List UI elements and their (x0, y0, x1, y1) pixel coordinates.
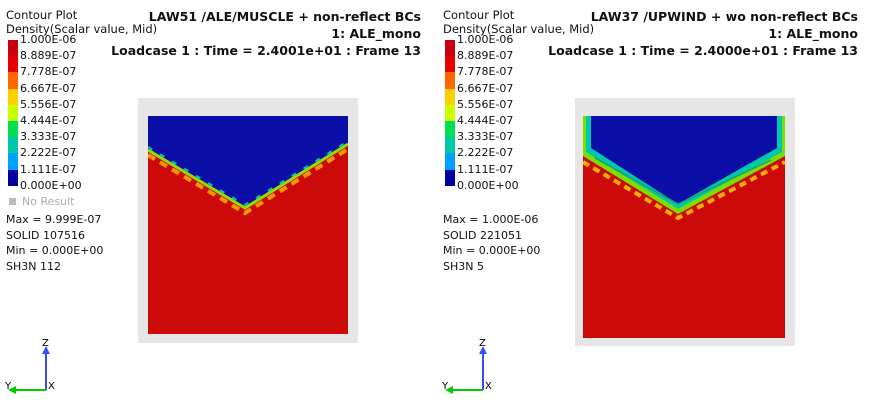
contour-mesh[interactable] (148, 116, 348, 334)
interface-band-orange (583, 160, 785, 221)
stat-min: Min = 0.000E+00 (443, 244, 541, 257)
legend-swatch (445, 72, 455, 89)
contour-title: Contour Plot Density(Scalar value, Mid) (443, 8, 594, 36)
no-result-label: No Result (22, 195, 75, 208)
legend-tick-label: 5.556E-07 (457, 97, 514, 111)
loadcase-info: Loadcase 1 : Time = 2.4001e+01 : Frame 1… (111, 43, 421, 58)
model-component: 1: ALE_mono (768, 26, 858, 41)
contour-plot-subtitle: Density(Scalar value, Mid) (6, 22, 158, 36)
y-arrow-icon (8, 386, 16, 394)
legend-swatch (8, 104, 18, 121)
legend-swatch (8, 137, 18, 154)
axis-triad: Z Y X (4, 338, 55, 394)
legend-tick-label: 6.667E-07 (20, 81, 77, 95)
stat-min: Min = 0.000E+00 (6, 244, 104, 257)
legend-tick-label: 8.889E-07 (457, 49, 514, 63)
legend-tick-label: 3.333E-07 (457, 130, 514, 144)
legend-tick-label: 7.778E-07 (457, 65, 514, 79)
stat-max: Max = 9.999E-07 (6, 213, 102, 226)
legend-swatch (8, 120, 18, 138)
loadcase-info: Loadcase 1 : Time = 2.4000e+01 : Frame 1… (548, 43, 858, 58)
legend-swatch (445, 120, 455, 138)
legend-tick-label: 1.000E-06 (20, 33, 77, 46)
no-result-legend: No Result (6, 195, 74, 208)
model-component: 1: ALE_mono (331, 26, 421, 41)
legend-tick-label: 5.556E-07 (20, 97, 77, 111)
legend-swatch (445, 88, 455, 105)
stat-max: Max = 1.000E-06 (443, 213, 539, 226)
legend-tick-label: 3.333E-07 (20, 130, 77, 144)
stat-max-entity: SOLID 221051 (443, 228, 522, 242)
legend-tick-label: 1.111E-07 (457, 162, 514, 176)
model-header: LAW37 /UPWIND + wo non-reflect BCs 1: AL… (548, 8, 858, 59)
contour-plot-subtitle: Density(Scalar value, Mid) (443, 22, 595, 36)
stats: Max = 9.999E-07 SOLID 107516 Min = 0.000… (6, 212, 103, 274)
legend-swatch (445, 153, 455, 170)
stat-max-entity: SOLID 107516 (6, 228, 85, 242)
z-arrow-icon (479, 346, 487, 354)
legend-swatch (445, 137, 455, 154)
legend-swatch (8, 169, 18, 186)
legend-tick-label: 2.222E-07 (20, 146, 77, 160)
contour-plot-label: Contour Plot (6, 8, 78, 22)
interface-band (148, 142, 348, 210)
contour-mesh[interactable] (583, 116, 785, 338)
stats: Max = 1.000E-06 SOLID 221051 Min = 0.000… (443, 212, 540, 274)
legend-tick-label: 0.000E+00 (20, 178, 82, 192)
stat-min-entity: SH3N 5 (443, 259, 484, 273)
legend-swatch (8, 153, 18, 170)
legend-tick-label: 4.444E-07 (20, 113, 77, 127)
legend-tick-label: 4.444E-07 (457, 113, 514, 127)
legend-tick-label: 1.000E-06 (457, 33, 514, 46)
x-axis-label: X (485, 381, 492, 392)
model-title: LAW37 /UPWIND + wo non-reflect BCs (590, 9, 858, 24)
right-viewport[interactable]: Contour Plot Density(Scalar value, Mid) … (437, 0, 874, 402)
legend-tick-label: 8.889E-07 (20, 49, 77, 63)
z-axis-label: Z (42, 338, 49, 349)
z-arrow-icon (42, 346, 50, 354)
y-arrow-icon (445, 386, 453, 394)
no-result-swatch (9, 198, 16, 205)
legend-tick-label: 6.667E-07 (457, 81, 514, 95)
x-axis-label: X (48, 381, 55, 392)
legend-swatch (445, 104, 455, 121)
legend-tick-label: 1.111E-07 (20, 162, 77, 176)
contour-title: Contour Plot Density(Scalar value, Mid) (6, 8, 157, 36)
left-viewport[interactable]: Contour Plot Density(Scalar value, Mid) … (0, 0, 437, 402)
legend-swatch (8, 72, 18, 89)
legend-tick-label: 7.778E-07 (20, 65, 77, 79)
legend-tick-label: 0.000E+00 (457, 178, 519, 192)
interface-line (594, 157, 772, 205)
axis-triad: Z Y X (441, 338, 492, 394)
model-header: LAW51 /ALE/MUSCLE + non-reflect BCs 1: A… (111, 8, 421, 59)
void-region (148, 116, 348, 208)
legend-swatch (445, 56, 455, 73)
interface-band-cyan (148, 140, 348, 207)
model-title: LAW51 /ALE/MUSCLE + non-reflect BCs (148, 9, 421, 24)
y-axis-label: Y (4, 381, 12, 392)
legend-swatch (8, 56, 18, 73)
y-axis-label: Y (441, 381, 449, 392)
legend-tick-label: 2.222E-07 (457, 146, 514, 160)
void-region (591, 116, 777, 204)
interface-band-orange (148, 147, 348, 216)
z-axis-label: Z (479, 338, 486, 349)
legend-swatch (8, 40, 18, 57)
legend-swatch (8, 88, 18, 105)
legend-swatch (445, 40, 455, 57)
contour-plot-label: Contour Plot (443, 8, 515, 22)
stat-min-entity: SH3N 112 (6, 259, 61, 273)
legend-swatch (445, 169, 455, 186)
